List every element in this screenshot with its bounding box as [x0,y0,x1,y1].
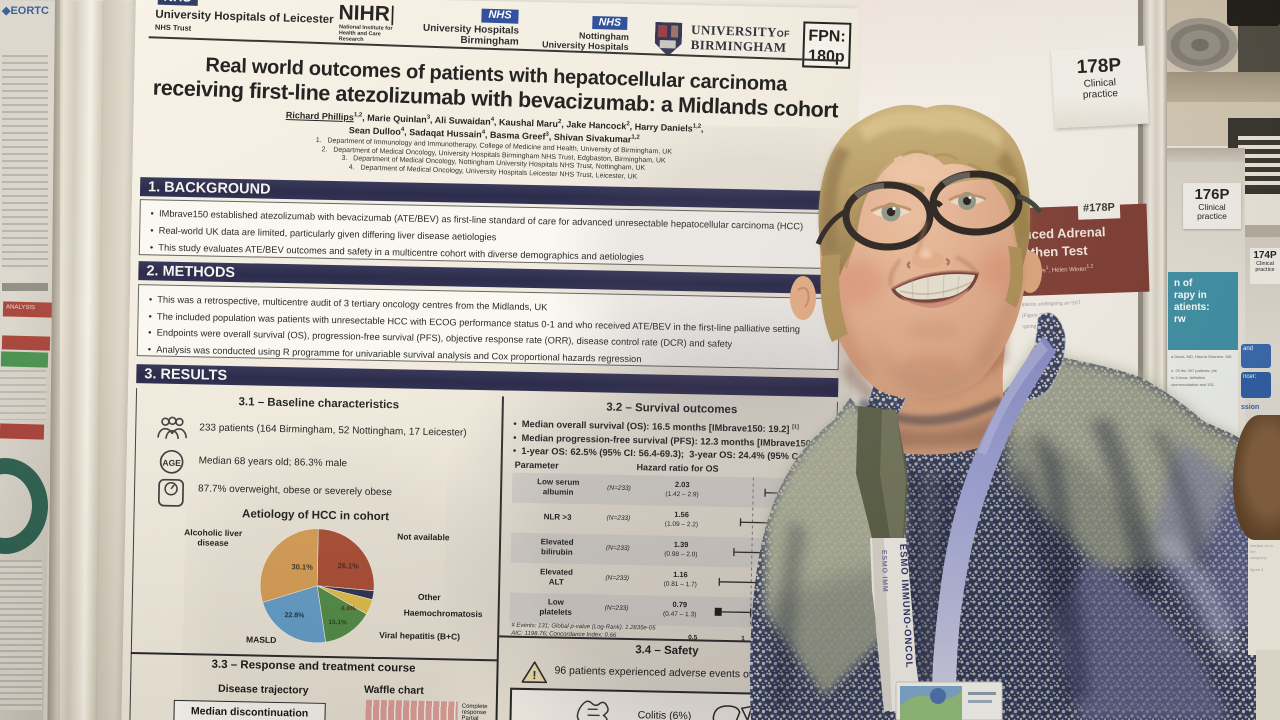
svg-text:30.1%: 30.1% [291,562,313,571]
svg-text:!: ! [532,668,536,682]
svg-text:ESMO IMM: ESMO IMM [880,550,888,593]
svg-text:22.8%: 22.8% [284,612,305,619]
svg-text:15.1%: 15.1% [328,619,347,626]
svg-text:26.1%: 26.1% [337,561,359,570]
svg-text:4.4%: 4.4% [341,605,356,612]
svg-text:AGE: AGE [162,458,181,468]
